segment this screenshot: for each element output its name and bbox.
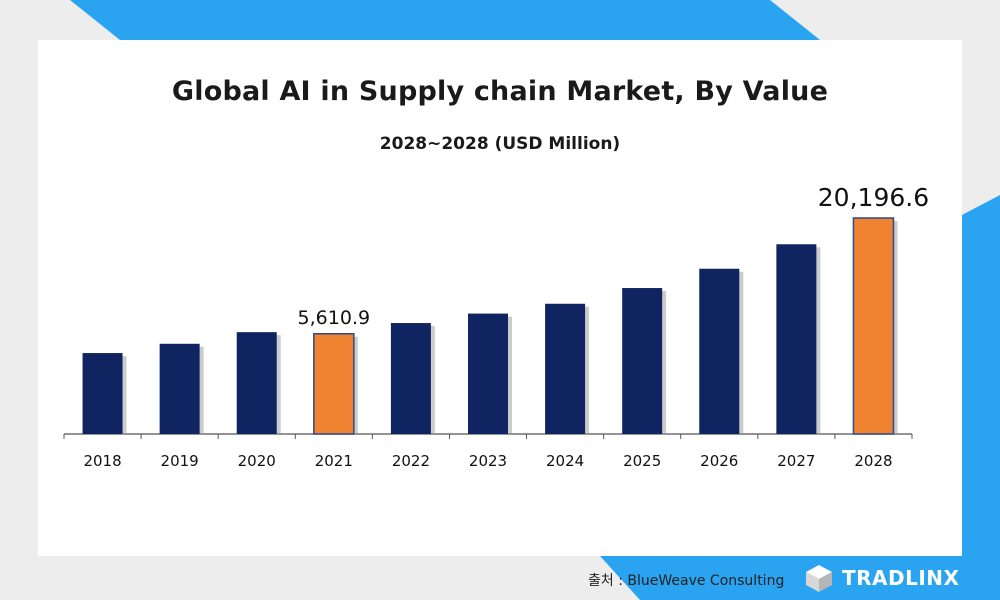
accent-band-top bbox=[70, 0, 820, 40]
x-tick-label: 2024 bbox=[546, 452, 584, 470]
x-tick-label: 2021 bbox=[315, 452, 353, 470]
data-label: 5,610.9 bbox=[298, 307, 371, 329]
x-tick-label: 2027 bbox=[777, 452, 815, 470]
chart-title: Global AI in Supply chain Market, By Val… bbox=[171, 76, 829, 107]
tradlinx-logo: TRADLINX bbox=[804, 563, 959, 593]
x-tick-label: 2025 bbox=[623, 452, 661, 470]
bar-2019 bbox=[159, 343, 200, 434]
bar-2024 bbox=[545, 303, 586, 434]
data-label: 20,196.6 bbox=[818, 183, 929, 212]
accent-band-right bbox=[962, 195, 1000, 600]
bar-2018 bbox=[82, 353, 123, 434]
x-tick-label: 2023 bbox=[469, 452, 507, 470]
source-credit: 출처 : BlueWeave Consulting bbox=[588, 573, 785, 589]
x-tick-label: 2019 bbox=[161, 452, 199, 470]
x-tick-label: 2018 bbox=[83, 452, 121, 470]
brand-name: TRADLINX bbox=[842, 566, 960, 590]
x-tick-label: 2026 bbox=[700, 452, 738, 470]
bar-2020 bbox=[236, 332, 277, 434]
chart-subtitle: 2028~2028 (USD Million) bbox=[379, 134, 621, 154]
bar-2025 bbox=[622, 288, 663, 434]
x-tick-label: 2022 bbox=[392, 452, 430, 470]
x-tick-label: 2028 bbox=[854, 452, 892, 470]
bar-2021 bbox=[313, 333, 355, 435]
accent-band-bottom bbox=[600, 556, 1000, 600]
x-tick-label: 2020 bbox=[238, 452, 276, 470]
bar-2028 bbox=[852, 217, 895, 435]
bar-2023 bbox=[468, 313, 508, 434]
bar-2022 bbox=[390, 323, 431, 434]
bar-2027 bbox=[776, 244, 817, 434]
cube-icon bbox=[806, 565, 832, 592]
bar-2026 bbox=[699, 268, 740, 434]
